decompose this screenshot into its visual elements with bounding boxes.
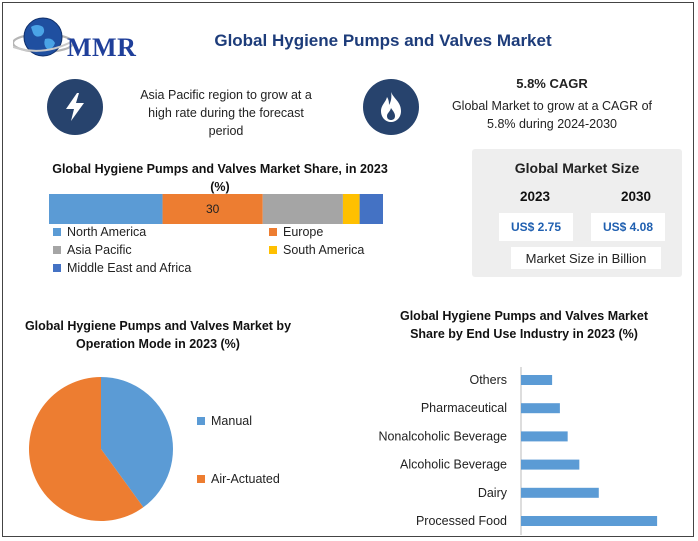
legend-label: Europe [283, 225, 324, 239]
pie-slice-air-actuated [28, 377, 144, 521]
legend-item-asia-pacific: Asia Pacific [53, 243, 132, 257]
stacked-segment-asia-pacific [262, 194, 343, 224]
bar-alcoholic-beverage [521, 459, 580, 470]
bar-pharmaceutical [521, 403, 560, 414]
bar-others [521, 375, 553, 385]
market-size-title: Global Market Size [514, 160, 640, 176]
cagr-title: 5.8% CAGR [516, 76, 588, 91]
bar-processed-food [521, 516, 658, 526]
market-size-panel: Global Market Size 2023 2030 US$ 2.75 US… [472, 149, 682, 277]
stacked-segment-europe [162, 194, 263, 224]
stacked-segment-south-america [342, 194, 360, 224]
legend-label: North America [67, 225, 147, 239]
pie-legend-item-air-actuated: Air-Actuated [197, 472, 280, 486]
legend-swatch [53, 264, 61, 272]
legend-item-north-america: North America [53, 225, 146, 239]
operation-mode-chart-title: Global Hygiene Pumps and Valves Market b… [24, 319, 292, 351]
legend-swatch [53, 246, 61, 254]
market-size-2030-value: US$ 4.08 [591, 213, 665, 241]
category-label-nonalcoholic-beverage: Nonalcoholic Beverage [378, 429, 507, 443]
legend-swatch [53, 228, 61, 236]
stacked-segment-north-america [49, 194, 163, 224]
legend-item-middle-east-africa: Middle East and Africa [53, 261, 191, 275]
market-size-unit-label: Market Size in Billion [511, 247, 661, 269]
year-2023-label: 2023 [519, 189, 551, 204]
pie-slice-manual [101, 377, 173, 508]
category-label-processed-food: Processed Food [416, 514, 507, 528]
legend-item-europe: Europe [269, 225, 323, 239]
legend-swatch [197, 475, 205, 483]
stacked-segment-data-label: 30 [206, 202, 220, 216]
category-label-others: Others [469, 373, 507, 387]
logo-text: MMR [67, 33, 137, 62]
regional-share-chart-title: Global Hygiene Pumps and Valves Market S… [52, 162, 388, 194]
legend-swatch [197, 417, 205, 425]
category-label-dairy: Dairy [478, 486, 508, 500]
legend-label: South America [283, 243, 365, 257]
flame-icon [363, 79, 419, 135]
legend-label: Manual [211, 414, 252, 428]
category-label-pharmaceutical: Pharmaceutical [421, 401, 507, 415]
year-2030-label: 2030 [620, 189, 652, 204]
operation-mode-pie-chart [28, 377, 173, 521]
cagr-text: Global Market to grow at a CAGR of 5.8% … [451, 99, 653, 131]
pie-legend-item-manual: Manual [197, 414, 252, 428]
legend-label: Air-Actuated [211, 472, 280, 486]
end-use-chart-title: Global Hygiene Pumps and Valves Market S… [399, 309, 648, 341]
legend-swatch [269, 228, 277, 236]
page-title: Global Hygiene Pumps and Valves Market [214, 31, 552, 50]
asia-growth-text: Asia Pacific region to grow at a high ra… [140, 88, 312, 138]
legend-item-south-america: South America [269, 243, 364, 257]
legend-label: Asia Pacific [67, 243, 132, 257]
end-use-bar-chart: Others Pharmaceutical Nonalcoholic Beverag… [378, 367, 658, 535]
mmr-logo-globe-icon [13, 17, 75, 57]
regional-share-stacked-bar: 30 [49, 194, 383, 224]
bar-nonalcoholic-beverage [521, 431, 568, 442]
category-label-alcoholic-beverage: Alcoholic Beverage [400, 458, 507, 472]
legend-label: Middle East and Africa [67, 261, 192, 275]
lightning-icon [47, 79, 103, 135]
stacked-segment-middle-east-and-africa [359, 194, 383, 224]
legend-swatch [269, 246, 277, 254]
bar-dairy [521, 487, 599, 498]
market-size-2023-value: US$ 2.75 [499, 213, 573, 241]
